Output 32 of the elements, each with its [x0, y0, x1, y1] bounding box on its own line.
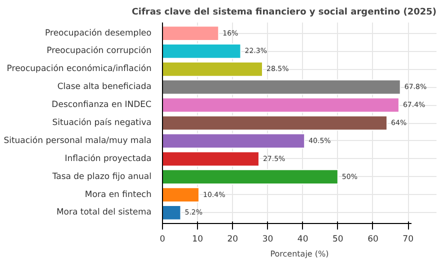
- x-tick-label: 70: [402, 234, 414, 244]
- bar: [162, 151, 260, 167]
- y-tick-label: Tasa de plazo fijo anual: [51, 172, 152, 182]
- y-tick-label: Preocupación desempleo: [45, 28, 152, 38]
- bar: [162, 97, 400, 113]
- y-tick-label: Mora total del sistema: [56, 208, 152, 218]
- bar: [162, 115, 388, 131]
- x-tick-label: 30: [262, 234, 274, 244]
- bar: [162, 133, 306, 149]
- bar: [162, 61, 263, 77]
- bar: [162, 205, 182, 220]
- x-tick-label: 60: [368, 234, 378, 244]
- y-tick-label: Preocupación económica/inflación: [6, 64, 152, 74]
- bar: [162, 79, 401, 95]
- y-tick-label: Desconfianza en INDEC: [52, 100, 152, 110]
- y-tick-label: Mora en fintech: [84, 190, 152, 200]
- x-tick-label: 10: [192, 234, 204, 244]
- y-tick-label: Clase alta beneficiada: [57, 82, 152, 92]
- x-tick-label: 50: [332, 234, 344, 244]
- y-tick-label: Situación país negativa: [52, 118, 152, 128]
- bar: [162, 187, 200, 202]
- bar: [162, 26, 220, 41]
- x-axis-title: Porcentaje (%): [270, 250, 329, 258]
- x-tick-label: 20: [227, 234, 238, 244]
- chart-title: Cifras clave del sistema financiero y social argentino (2025): [132, 8, 437, 18]
- x-tick-label: 0: [160, 234, 166, 244]
- y-tick-label: Situación personal mala/muy mala: [4, 136, 152, 146]
- y-tick-label: Preocupación corrupción: [46, 46, 152, 56]
- x-tick-label: 40: [297, 234, 308, 244]
- y-tick-label: Inflación proyectada: [64, 154, 152, 164]
- bar: [162, 169, 338, 185]
- bar: [162, 44, 242, 59]
